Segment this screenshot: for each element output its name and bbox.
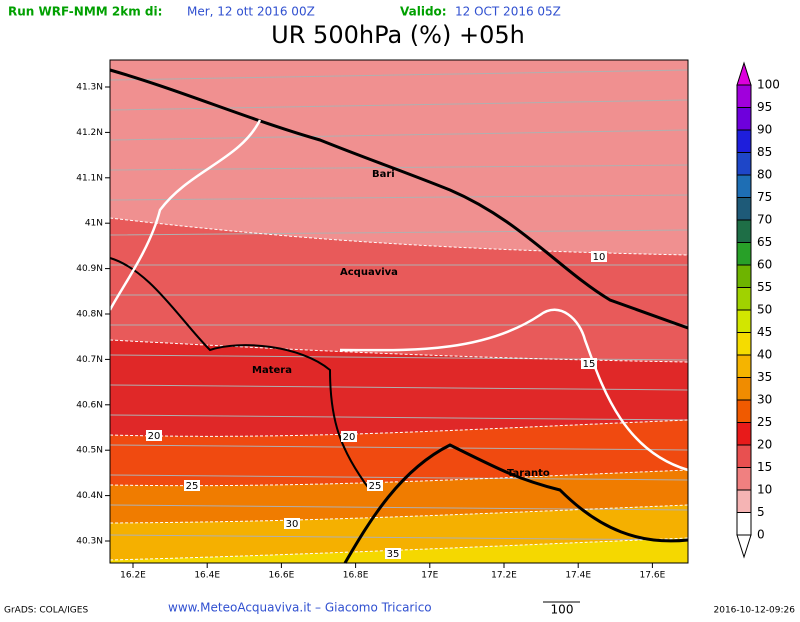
colorbar-box	[736, 84, 752, 108]
x-tick-label: 17.2E	[491, 571, 517, 581]
place-name: Taranto	[507, 468, 550, 479]
y-tick-label: 40.3N	[76, 537, 103, 547]
contour-label: 20	[148, 431, 161, 442]
colorbar-label: 70	[757, 213, 772, 227]
y-tick-label: 40.4N	[76, 491, 103, 501]
x-tick-label: 16.8E	[343, 571, 369, 581]
x-tick-label: 17E	[421, 571, 438, 581]
colorbar-cap	[736, 61, 752, 86]
contour-label: 25	[186, 481, 199, 492]
colorbar-box	[736, 422, 752, 446]
colorbar-box	[736, 174, 752, 198]
colorbar-box	[736, 129, 752, 153]
colorbar-box	[736, 287, 752, 311]
run-label: Run WRF-NMM 2km di:	[8, 5, 162, 19]
colorbar-label: 35	[757, 370, 772, 384]
place-name: Bari	[372, 169, 395, 180]
contour-label: 20	[343, 432, 356, 443]
colorbar-label: 65	[757, 235, 772, 249]
colorbar-label: 100	[757, 78, 780, 92]
coastline	[109, 68, 689, 330]
colorbar-box	[736, 309, 752, 333]
y-tick-label: 40.9N	[76, 264, 103, 274]
y-tick-label: 41.2N	[76, 128, 103, 138]
colorbar-label: 75	[757, 190, 772, 204]
vector-scale: 100	[551, 603, 574, 617]
y-tick-label: 40.6N	[76, 400, 103, 410]
valid-label: Valido:	[400, 5, 447, 19]
colorbar-box	[736, 332, 752, 356]
coastline	[343, 443, 689, 564]
wind-streaks	[109, 69, 689, 541]
colorbar-box	[736, 377, 752, 401]
colorbar-label: 95	[757, 100, 772, 114]
province-border	[108, 119, 689, 472]
colorbar-box	[736, 467, 752, 491]
colorbar-label: 60	[757, 258, 772, 272]
map-frame	[109, 59, 689, 564]
colorbar-box	[736, 242, 752, 266]
contour-label: 30	[286, 519, 299, 530]
colorbar-label: 5	[757, 505, 765, 519]
colorbar-label: 45	[757, 325, 772, 339]
colorbar-label: 30	[757, 393, 772, 407]
place-name: Acquaviva	[340, 267, 398, 278]
contour-label: 10	[593, 252, 606, 263]
site: www.MeteoAcquaviva.it – Giacomo Tricaric…	[168, 601, 432, 615]
colorbar-label: 55	[757, 280, 772, 294]
contour-label: 25	[369, 481, 382, 492]
colorbar-label: 10	[757, 483, 772, 497]
colorbar-box	[736, 107, 752, 131]
map: Bari Acquaviva Matera Taranto 10 15 20 2…	[108, 59, 689, 564]
colorbar-cap	[736, 534, 752, 559]
region-border	[109, 257, 371, 491]
colorbar-label: 25	[757, 415, 772, 429]
colorbar-label: 80	[757, 168, 772, 182]
colorbar-box	[736, 489, 752, 513]
colorbar-box	[736, 399, 752, 423]
y-tick-label: 40.8N	[76, 310, 103, 320]
colorbar-box	[736, 354, 752, 378]
x-tick-label: 17.4E	[565, 571, 591, 581]
colorbar-box	[736, 444, 752, 468]
y-tick-label: 41.3N	[76, 83, 103, 93]
contour-labels: 10 15 20 20 25 25 30 35	[146, 251, 607, 560]
y-tick-label: 40.5N	[76, 446, 103, 456]
y-tick-label: 40.7N	[76, 355, 103, 365]
map-title: UR 500hPa (%) +05h	[271, 21, 525, 49]
x-tick-label: 16.6E	[269, 571, 295, 581]
colorbar-label: 40	[757, 348, 772, 362]
timestamp: 2016-10-12-09:26	[714, 606, 796, 616]
colorbar-box	[736, 219, 752, 243]
axes: 16.2E 16.4E 16.6E 16.8E 17E 17.2E 17.4E 17.6E 41…	[76, 83, 665, 581]
credit: GrADS: COLA/IGES	[4, 606, 88, 616]
colorbar-label: 0	[757, 528, 765, 542]
x-tick-label: 16.2E	[120, 571, 146, 581]
x-tick-label: 16.4E	[194, 571, 220, 581]
colorbar-label: 85	[757, 145, 772, 159]
contour-label: 35	[387, 549, 400, 560]
valid-date: 12 OCT 2016 05Z	[455, 5, 561, 19]
x-tick-label: 17.6E	[640, 571, 666, 581]
colorbar-label: 90	[757, 123, 772, 137]
colorbar-label: 20	[757, 438, 772, 452]
colorbar-box	[736, 264, 752, 288]
colorbar-box	[736, 197, 752, 221]
colorbar-label: 50	[757, 303, 772, 317]
colorbar-box	[736, 512, 752, 536]
contour-label: 15	[583, 359, 596, 370]
colorbar-box	[736, 152, 752, 176]
y-tick-label: 41.1N	[76, 173, 103, 183]
colorbar: 1009590858075706560555045403530252015105…	[736, 61, 780, 559]
place-name: Matera	[252, 365, 292, 376]
y-tick-label: 41N	[85, 219, 103, 229]
run-date: Mer, 12 ott 2016 00Z	[187, 5, 315, 19]
colorbar-label: 15	[757, 460, 772, 474]
